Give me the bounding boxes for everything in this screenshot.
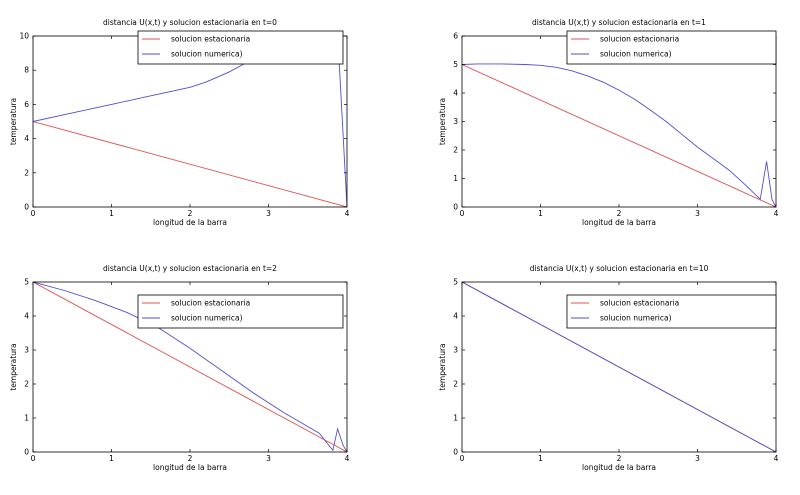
- legend: solucion estacionaria solucion numerica): [566, 30, 777, 65]
- y-tick-label: 6: [453, 32, 458, 41]
- x-tick-label: 2: [617, 454, 622, 463]
- legend-entry-label: solucion estacionaria: [600, 299, 679, 308]
- y-tick-label: 0: [24, 448, 29, 457]
- y-tick-label: 10: [19, 32, 29, 41]
- subplot-1: 0 1 2 3 4 0 2 4 6 8 10 distancia U(x,t) y solucion …: [9, 18, 350, 227]
- y-axis-label: temperatura: [438, 98, 447, 145]
- legend-entry-label: solucion estacionaria: [171, 35, 250, 44]
- x-tick-label: 1: [109, 209, 114, 218]
- x-tick-label: 4: [345, 454, 350, 463]
- x-tick-label: 3: [266, 209, 271, 218]
- subplot-3: 0 1 2 3 4 0 1 2 3 4 5 distancia U(x,t) y solucion e…: [9, 264, 350, 472]
- x-tick-label: 1: [538, 209, 543, 218]
- y-tick-label: 4: [24, 134, 29, 143]
- chart-title: distancia U(x,t) y solucion estacionaria…: [530, 264, 709, 273]
- y-tick-label: 0: [453, 203, 458, 212]
- x-tick-label: 3: [695, 454, 700, 463]
- x-tick-label: 2: [188, 454, 193, 463]
- x-tick-label: 4: [774, 454, 779, 463]
- y-tick-label: 4: [453, 312, 458, 321]
- chart-title: distancia U(x,t) y solucion estacionaria…: [532, 18, 706, 27]
- y-tick-label: 8: [24, 66, 29, 75]
- x-tick-label: 4: [774, 209, 779, 218]
- x-axis-label: longitud de la barra: [582, 463, 656, 472]
- chart-title: distancia U(x,t) y solucion estacionaria…: [103, 264, 277, 273]
- legend-entry-label: solucion numerica): [171, 314, 243, 323]
- subplot-2: 0 1 2 3 4 0 1 2 3 4 5 6 distancia U(x,t) y solucion …: [438, 18, 779, 227]
- y-tick-label: 5: [24, 278, 29, 287]
- y-tick-label: 1: [453, 414, 458, 423]
- y-tick-label: 4: [453, 89, 458, 98]
- y-tick-label: 0: [24, 203, 29, 212]
- y-tick-label: 2: [453, 146, 458, 155]
- x-tick-label: 1: [109, 454, 114, 463]
- series-line-estacionaria: [462, 64, 776, 207]
- legend-entry-label: solucion numerica): [171, 50, 243, 59]
- y-tick-label: 6: [24, 100, 29, 109]
- x-tick-label: 0: [31, 209, 36, 218]
- legend: solucion estacionaria solucion numerica): [137, 30, 344, 65]
- legend: solucion estacionaria solucion numerica): [566, 294, 777, 329]
- y-tick-label: 4: [24, 312, 29, 321]
- legend: solucion estacionaria solucion numerica): [137, 294, 344, 329]
- y-tick-label: 0: [453, 448, 458, 457]
- subplot-4: 0 1 2 3 4 0 1 2 3 4 5 distancia U(x,t) y solucion e…: [438, 264, 779, 472]
- y-tick-label: 5: [453, 278, 458, 287]
- x-tick-label: 0: [31, 454, 36, 463]
- x-tick-label: 0: [460, 454, 465, 463]
- series-line-estacionaria: [33, 121, 347, 207]
- y-tick-label: 2: [24, 168, 29, 177]
- y-axis-label: temperatura: [9, 98, 18, 145]
- chart-title: distancia U(x,t) y solucion estacionaria…: [103, 18, 277, 27]
- x-tick-label: 1: [538, 454, 543, 463]
- y-tick-label: 3: [453, 117, 458, 126]
- y-axis-label: temperatura: [9, 343, 18, 390]
- x-tick-label: 2: [188, 209, 193, 218]
- y-tick-label: 1: [453, 174, 458, 183]
- legend-entry-label: solucion numerica): [600, 50, 672, 59]
- y-tick-label: 3: [453, 346, 458, 355]
- y-tick-label: 3: [24, 346, 29, 355]
- y-tick-label: 1: [24, 414, 29, 423]
- series-line-numerica: [462, 282, 776, 452]
- series-line-numerica: [462, 63, 776, 207]
- x-axis-label: longitud de la barra: [582, 218, 656, 227]
- x-tick-label: 3: [695, 209, 700, 218]
- y-tick-label: 5: [453, 60, 458, 69]
- legend-entry-label: solucion estacionaria: [600, 35, 679, 44]
- legend-entry-label: solucion numerica): [600, 314, 672, 323]
- x-tick-label: 0: [460, 209, 465, 218]
- series-line-numerica: [33, 42, 347, 207]
- legend-entry-label: solucion estacionaria: [171, 299, 250, 308]
- x-axis-label: longitud de la barra: [153, 218, 227, 227]
- series-line-numerica: [33, 282, 347, 452]
- x-tick-label: 3: [266, 454, 271, 463]
- x-tick-label: 4: [345, 209, 350, 218]
- x-axis-label: longitud de la barra: [153, 463, 227, 472]
- y-tick-label: 2: [453, 380, 458, 389]
- y-tick-label: 2: [24, 380, 29, 389]
- y-axis-label: temperatura: [438, 343, 447, 390]
- series-line-estacionaria: [33, 282, 347, 452]
- x-tick-label: 2: [617, 209, 622, 218]
